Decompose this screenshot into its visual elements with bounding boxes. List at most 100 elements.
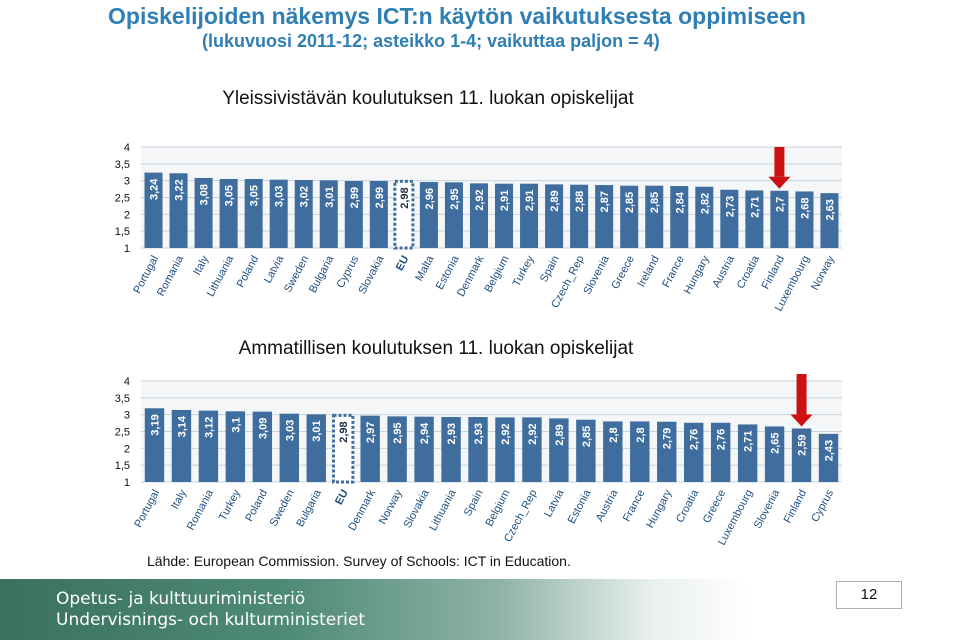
bar-value-label: 2,97	[365, 422, 377, 443]
category-label-romania: Romania	[185, 487, 217, 532]
category-label-latvia: Latvia	[262, 253, 287, 285]
bar-austria	[603, 421, 623, 482]
category-label-italy: Italy	[169, 487, 189, 511]
category-label-eu: EU	[394, 254, 412, 273]
bar-luxembourg	[737, 424, 758, 482]
bar-belgium	[495, 417, 515, 482]
bar-slovenia	[764, 426, 785, 482]
bar-value-label: 2,93	[446, 423, 458, 444]
bar-turkey	[225, 411, 246, 482]
bar-value-label: 2,59	[797, 434, 809, 455]
category-label-slovenia: Slovenia	[752, 487, 783, 531]
category-label-latvia: Latvia	[542, 487, 567, 519]
bar-value-label: 3,01	[324, 186, 336, 207]
bar-value-label: 2,92	[500, 423, 512, 444]
category-label-turkey: Turkey	[217, 487, 243, 522]
category-label-spain: Spain	[462, 488, 486, 518]
y-tick-label: 2,5	[115, 427, 130, 439]
bar-hungary	[695, 186, 714, 248]
y-tick-label: 2	[124, 443, 130, 455]
bar-cyprus	[818, 433, 839, 482]
bar-value-label: 2,93	[473, 423, 485, 444]
bar-value-label: 2,43	[824, 440, 836, 461]
bar-romania	[169, 173, 188, 248]
y-tick-label: 3,5	[115, 393, 130, 405]
source-note: Lähde: European Commission. Survey of Sc…	[147, 553, 571, 569]
bar-value-label: 2,92	[527, 423, 539, 444]
bar-latvia	[549, 418, 569, 482]
category-label-eu: EU	[333, 488, 351, 507]
bar-czech-rep	[570, 184, 589, 248]
category-label-bulgaria: Bulgaria	[294, 487, 324, 529]
arrow-marker-head	[790, 414, 813, 427]
bar-luxembourg	[795, 191, 814, 248]
bar-value-label: 3,14	[176, 415, 188, 437]
bar-greece	[710, 422, 731, 482]
y-tick-label: 3,5	[115, 159, 130, 171]
bar-ireland	[645, 185, 664, 248]
chart-general-education: 11,522,533,543,24Portugal3,22Romania3,08…	[115, 142, 842, 313]
bar-estonia	[444, 182, 463, 248]
bar-latvia	[269, 179, 288, 248]
category-label-bulgaria: Bulgaria	[307, 253, 337, 295]
ministry-name-fi: Opetus- ja kulttuuriministeriö	[56, 589, 306, 609]
bar-eu	[332, 413, 355, 484]
bar-lithuania	[219, 178, 238, 248]
y-tick-label: 1,5	[115, 460, 130, 472]
bar-denmark	[360, 415, 380, 482]
bar-romania	[198, 410, 219, 482]
y-tick-label: 2,5	[115, 193, 130, 205]
bar-finland	[791, 428, 812, 482]
bar-value-label: 3,05	[224, 185, 236, 206]
bar-czech-rep	[522, 417, 542, 482]
category-label-hungary: Hungary	[644, 487, 674, 530]
bar-value-label: 2,94	[419, 422, 431, 444]
bar-value-label: 2,98	[338, 421, 350, 442]
bar-value-label: 2,84	[674, 191, 686, 213]
bar-greece	[620, 185, 639, 248]
arrow-marker-head	[768, 176, 791, 189]
bar-value-label: 3,22	[174, 179, 186, 200]
bar-value-label: 2,89	[549, 190, 561, 211]
bar-slovenia	[595, 185, 614, 248]
bar-value-label: 2,79	[662, 428, 674, 449]
bar-value-label: 2,76	[716, 429, 728, 450]
category-label-denmark: Denmark	[346, 487, 378, 532]
bar-value-label: 2,85	[581, 426, 593, 447]
category-label-greece: Greece	[701, 488, 729, 525]
category-label-austria: Austria	[594, 487, 621, 524]
bar-value-label: 3,1	[230, 417, 242, 432]
category-label-belgium: Belgium	[483, 488, 512, 529]
category-label-cyprus: Cyprus	[334, 253, 361, 290]
category-label-norway: Norway	[377, 487, 405, 526]
bar-france	[670, 186, 689, 248]
bar-value-label: 2,95	[449, 188, 461, 209]
bar-value-label: 3,19	[149, 414, 161, 435]
category-label-slovakia: Slovakia	[402, 487, 433, 530]
y-tick-label: 3	[124, 176, 130, 188]
bar-norway	[387, 416, 407, 482]
category-label-belgium: Belgium	[482, 254, 511, 295]
y-tick-label: 3	[124, 410, 130, 422]
y-tick-label: 1	[124, 243, 130, 255]
bar-value-label: 3,02	[299, 186, 311, 207]
bar-estonia	[576, 419, 596, 482]
bar-value-label: 2,99	[374, 187, 386, 208]
bar-value-label: 2,63	[824, 199, 836, 220]
bar-value-label: 2,71	[743, 430, 755, 451]
page-title: Opiskelijoiden näkemys ICT:n käytön vaik…	[108, 3, 806, 29]
category-label-greece: Greece	[609, 254, 637, 291]
page-number: 12	[836, 581, 902, 609]
bar-slovakia	[414, 416, 434, 482]
bar-value-label: 2,76	[689, 429, 701, 450]
bar-malta	[419, 182, 438, 248]
bar-value-label: 2,91	[524, 190, 536, 211]
category-label-lithuania: Lithuania	[427, 487, 459, 533]
bar-value-label: 2,99	[349, 187, 361, 208]
y-tick-label: 4	[124, 142, 130, 154]
bar-sweden	[279, 413, 299, 482]
category-label-ireland: Ireland	[635, 254, 661, 289]
bar-value-label: 3,03	[284, 420, 296, 441]
bar-slovakia	[369, 181, 388, 248]
bar-austria	[720, 189, 739, 248]
